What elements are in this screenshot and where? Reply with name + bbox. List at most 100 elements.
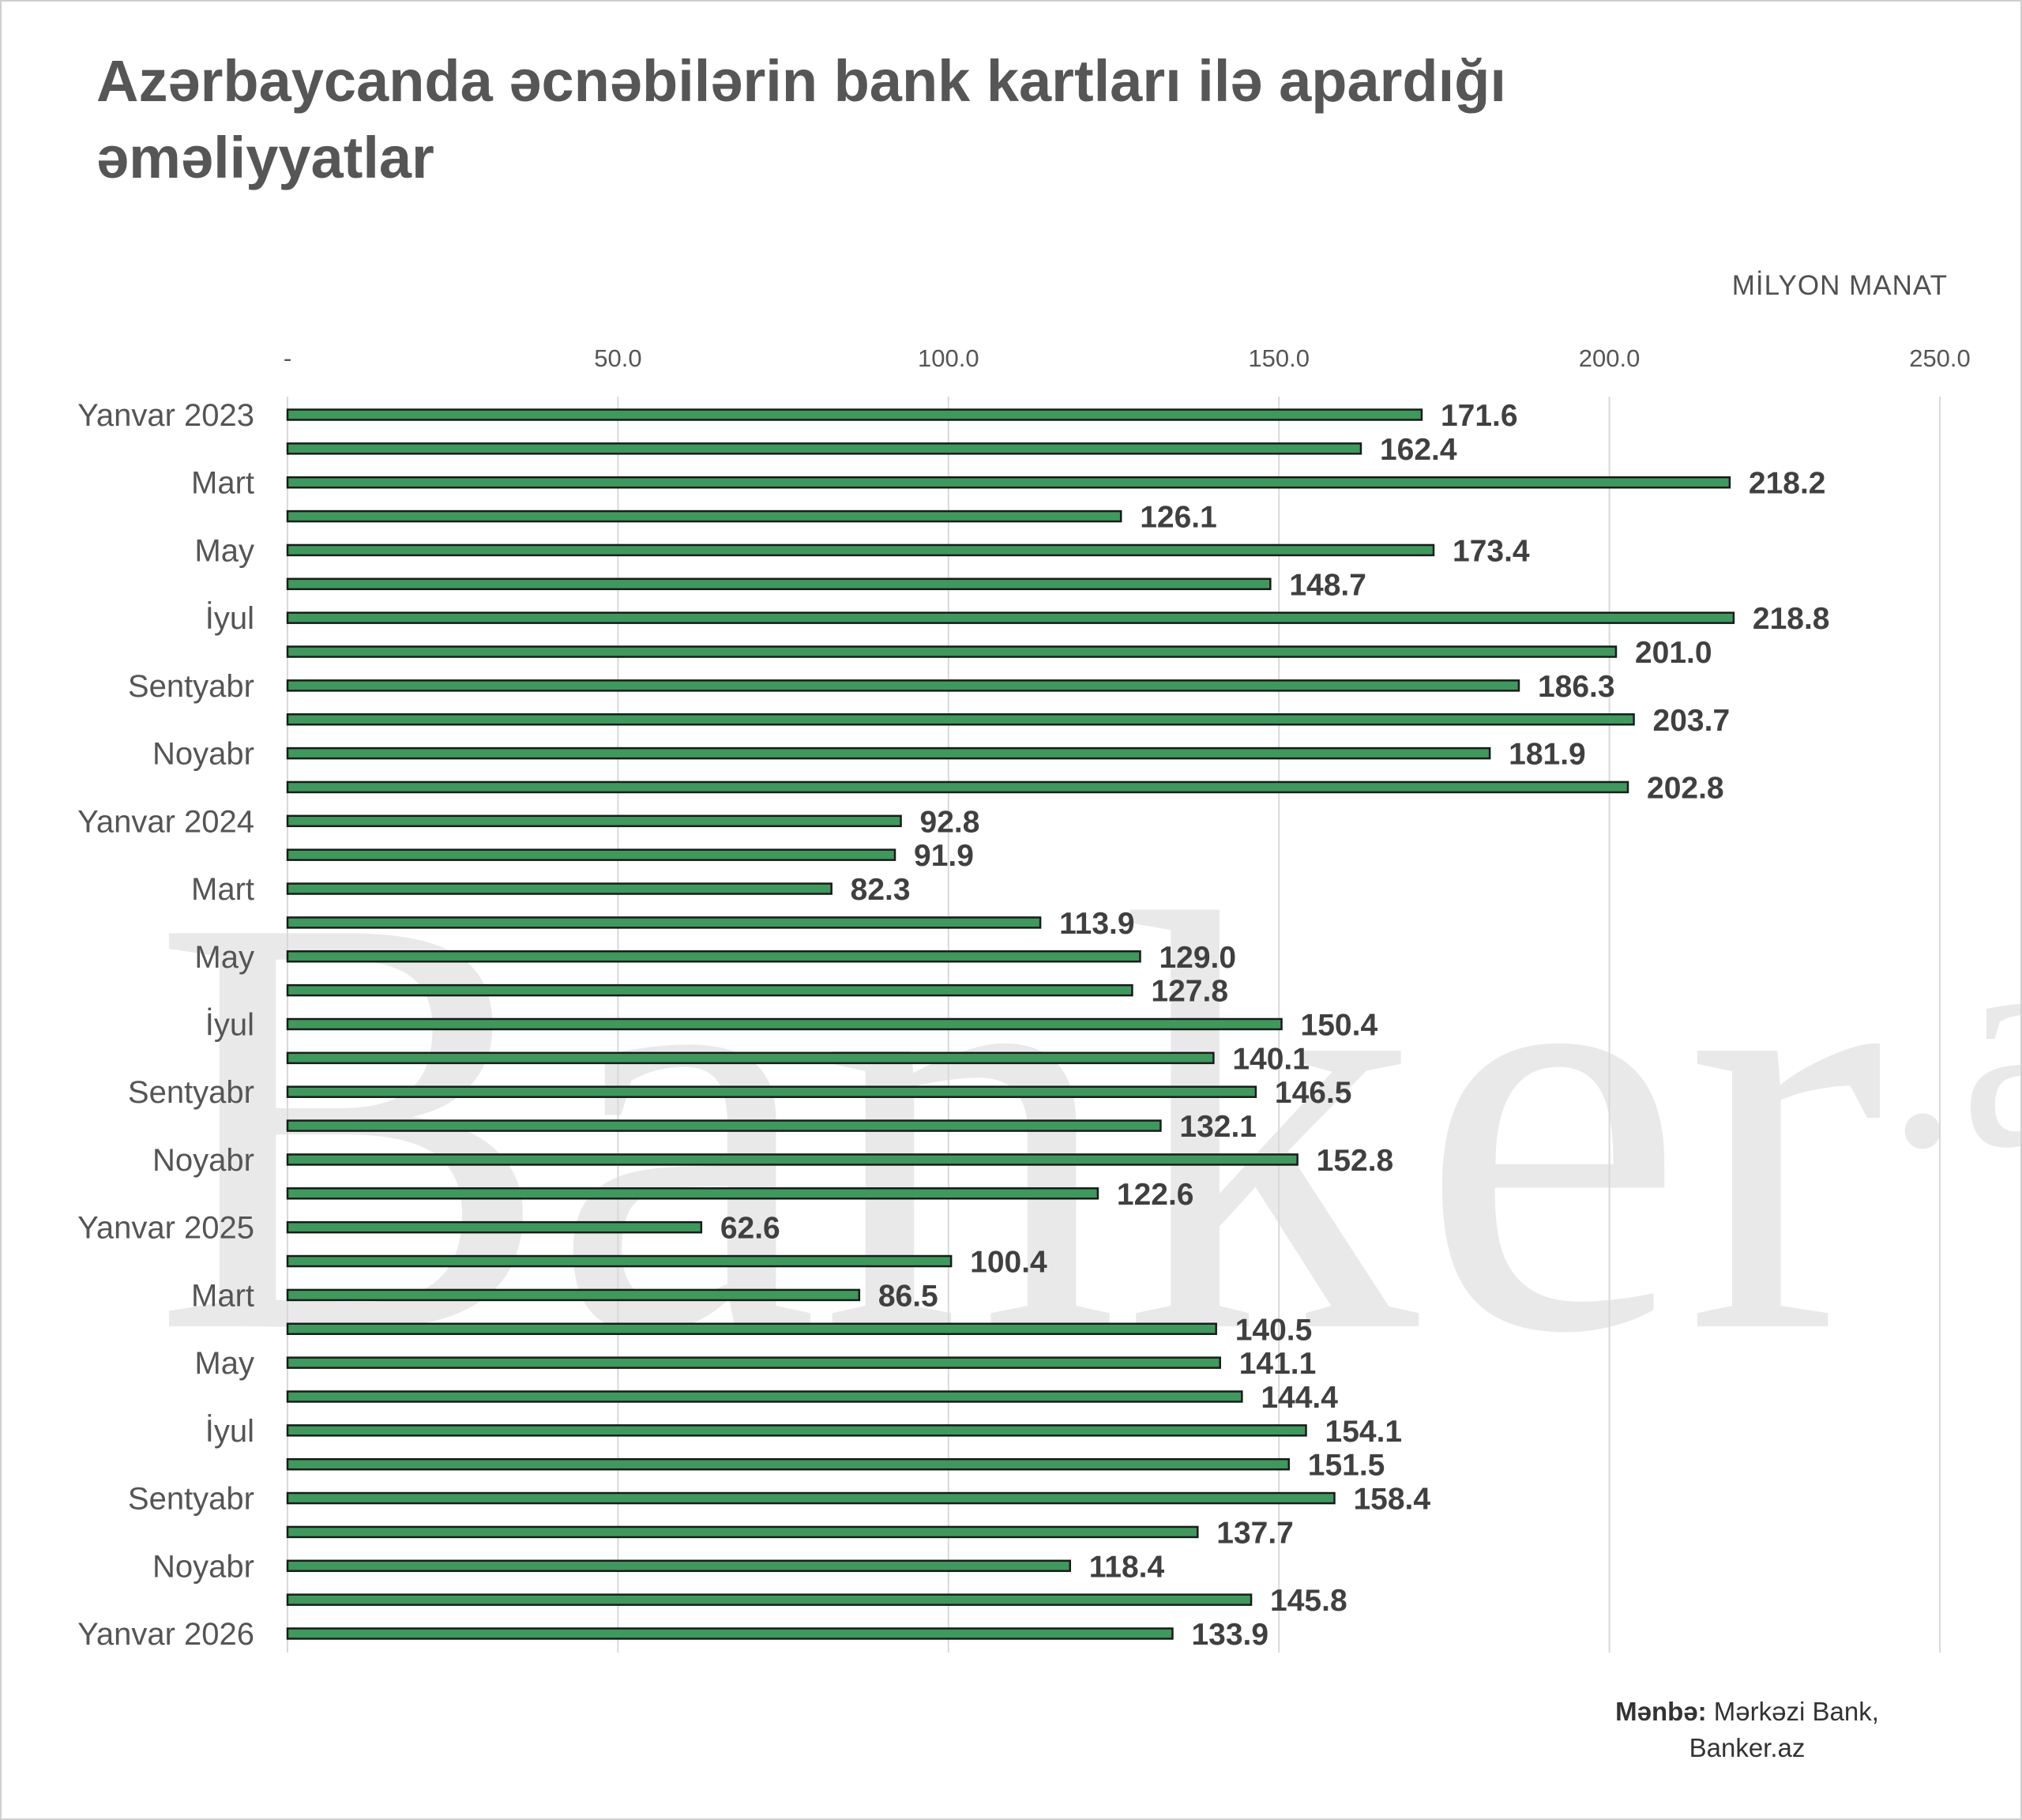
- category-label: Yanvar 2023: [77, 398, 254, 433]
- value-label: 158.4: [1353, 1483, 1430, 1517]
- value-label: 151.5: [1308, 1449, 1385, 1483]
- bar: [286, 1153, 1299, 1166]
- bar: [286, 1457, 1291, 1471]
- value-label: 82.3: [851, 873, 911, 907]
- value-label: 100.4: [970, 1246, 1047, 1280]
- value-label: 118.4: [1089, 1550, 1165, 1584]
- value-label: 141.1: [1239, 1347, 1317, 1381]
- value-label: 92.8: [920, 805, 980, 839]
- bar: [286, 882, 832, 895]
- value-label: 140.1: [1232, 1042, 1310, 1076]
- bar: [286, 1424, 1307, 1437]
- value-label: 62.6: [720, 1212, 780, 1246]
- bar: [286, 780, 1629, 794]
- value-label: 132.1: [1179, 1110, 1257, 1144]
- bar: [286, 916, 1042, 929]
- bar: [286, 1017, 1283, 1031]
- bar: [286, 577, 1272, 591]
- source-note: Mənbə: Mərkəzi Bank, Banker.az: [1581, 1694, 1913, 1766]
- category-label: Yanvar 2025: [77, 1211, 254, 1246]
- chart-title: Azərbaycanda əcnəbilərin bank kartları i…: [96, 48, 1506, 190]
- value-label: 86.5: [878, 1279, 938, 1313]
- value-label: 91.9: [914, 839, 974, 873]
- bar: [286, 1593, 1253, 1606]
- bar: [286, 983, 1133, 997]
- bar: [286, 679, 1520, 692]
- bar: [286, 442, 1362, 455]
- bar: [286, 408, 1423, 421]
- category-label: İyul: [205, 600, 254, 636]
- category-label: Yanvar 2026: [77, 1617, 254, 1652]
- value-label: 113.9: [1059, 907, 1134, 941]
- bar: [286, 1356, 1221, 1369]
- value-label: 162.4: [1380, 433, 1457, 467]
- category-label: Noyabr: [152, 737, 254, 772]
- value-label: 127.8: [1151, 975, 1228, 1009]
- unit-label: MİLYON MANAT: [1731, 270, 1948, 301]
- x-tick-label: 150.0: [1248, 344, 1310, 372]
- value-label: 186.3: [1538, 670, 1615, 704]
- value-label: 140.5: [1235, 1313, 1313, 1347]
- bar: [286, 1559, 1072, 1573]
- category-label: Sentyabr: [128, 1482, 254, 1517]
- category-label: Sentyabr: [128, 1075, 254, 1110]
- value-label: 122.6: [1117, 1178, 1194, 1212]
- category-label: Mart: [191, 1278, 254, 1313]
- x-tick-label: 250.0: [1909, 344, 1971, 372]
- x-tick-label: 50.0: [594, 344, 641, 372]
- category-label: İyul: [205, 1007, 254, 1043]
- value-label: 202.8: [1647, 771, 1724, 805]
- bar: [286, 1119, 1162, 1132]
- category-label: Sentyabr: [128, 669, 254, 704]
- bar: [286, 1525, 1199, 1539]
- bar: [286, 1187, 1099, 1200]
- source-text: Mərkəzi Bank, Banker.az: [1689, 1697, 1879, 1762]
- bar: [286, 1085, 1257, 1098]
- value-label: 203.7: [1653, 704, 1731, 738]
- bar: [286, 814, 902, 828]
- bar: [286, 950, 1141, 963]
- value-label: 181.9: [1509, 738, 1586, 772]
- category-label: May: [194, 940, 254, 975]
- value-label: 171.6: [1441, 399, 1518, 433]
- category-label: Noyabr: [152, 1143, 254, 1178]
- category-label: Noyabr: [152, 1549, 254, 1584]
- value-label: 144.4: [1261, 1381, 1338, 1415]
- bar: [286, 510, 1122, 523]
- bar: [286, 1288, 861, 1302]
- bar: [286, 1491, 1336, 1505]
- value-label: 137.7: [1216, 1516, 1294, 1550]
- category-label: May: [194, 533, 254, 568]
- value-label: 129.0: [1159, 941, 1236, 975]
- value-label: 154.1: [1325, 1415, 1403, 1449]
- value-label: 218.2: [1749, 467, 1826, 501]
- bar: [286, 1254, 953, 1268]
- value-label: 201.0: [1635, 636, 1712, 670]
- bar: [286, 543, 1435, 557]
- category-label: Mart: [191, 466, 254, 501]
- x-tick-label: -: [284, 344, 291, 372]
- value-label: 173.4: [1453, 534, 1530, 568]
- category-label: Mart: [191, 872, 254, 907]
- x-tick-label: 100.0: [918, 344, 979, 372]
- bar: [286, 1390, 1243, 1403]
- value-label: 126.1: [1140, 501, 1217, 535]
- bar: [286, 848, 896, 861]
- bar: [286, 611, 1735, 624]
- value-label: 133.9: [1191, 1618, 1268, 1652]
- x-tick-label: 200.0: [1579, 344, 1641, 372]
- bar: [286, 746, 1491, 760]
- bar: [286, 1051, 1215, 1065]
- value-label: 150.4: [1301, 1009, 1378, 1043]
- value-label: 145.8: [1270, 1584, 1347, 1618]
- value-label: 152.8: [1317, 1144, 1394, 1178]
- bar: [286, 645, 1618, 658]
- value-label: 146.5: [1275, 1076, 1352, 1110]
- source-label: Mənbə:: [1615, 1697, 1707, 1726]
- bar: [286, 1220, 703, 1234]
- category-label: May: [194, 1346, 254, 1381]
- bar: [286, 1322, 1217, 1335]
- bar: [286, 476, 1731, 489]
